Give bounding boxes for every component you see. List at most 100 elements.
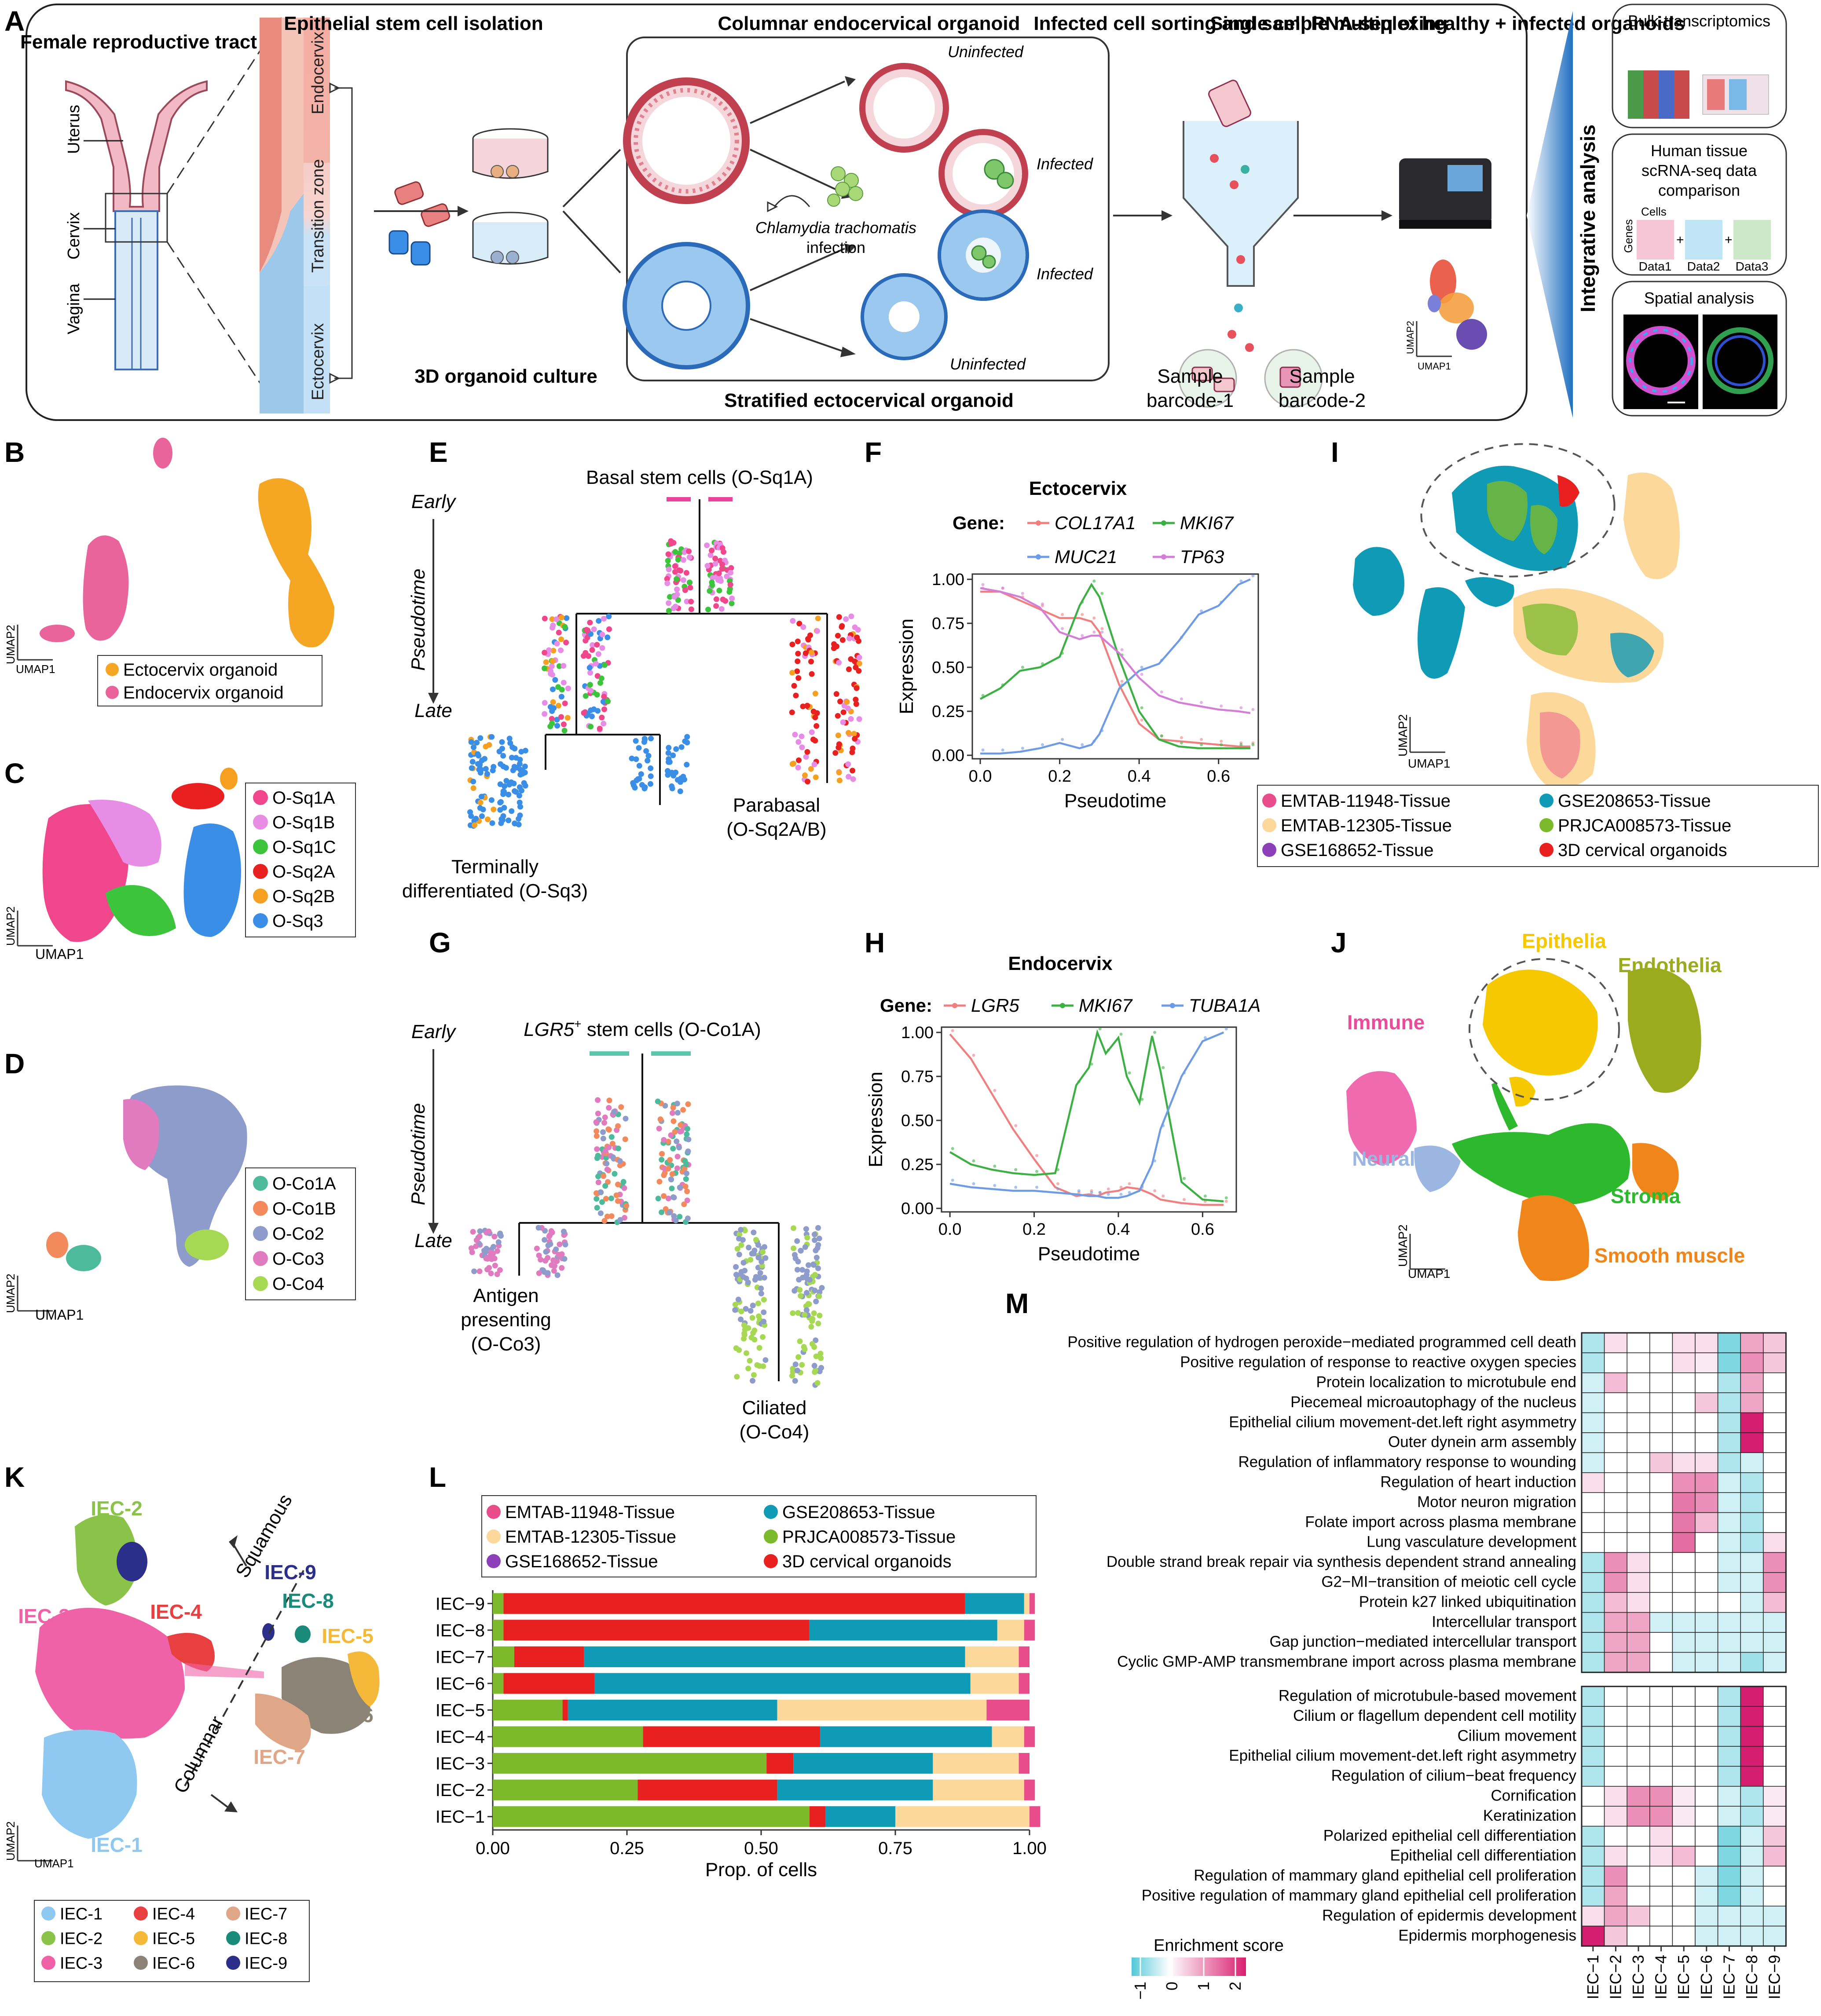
c-legend-swatch — [253, 815, 268, 830]
m-cell — [1695, 1826, 1718, 1847]
a-title-frt: Female reproductive tract — [20, 31, 257, 53]
panel-c: C UMAP2 UMAP1 O-Sq1AO-Sq1BO-Sq1CO-Sq2AO-… — [4, 757, 356, 962]
f-series-mki67 — [979, 582, 1250, 750]
m-cell — [1604, 1352, 1627, 1373]
g-dot — [659, 1156, 665, 1163]
g-dot — [561, 1229, 567, 1235]
k-legend-swatch — [226, 1956, 240, 1970]
e-dot — [489, 734, 495, 740]
j-label-epithelia: Epithelia — [1522, 929, 1606, 952]
g-dot — [617, 1217, 623, 1223]
e-top-label: Basal stem cells (O-Sq1A) — [586, 467, 813, 488]
c-umap1: UMAP1 — [35, 946, 84, 962]
g-dot — [813, 1255, 820, 1261]
m-cell — [1740, 1452, 1764, 1473]
m-cell — [1717, 1552, 1741, 1573]
label-sample-2a: Sample — [1289, 366, 1355, 387]
e-dot — [716, 570, 722, 576]
h-ytick: 0.00 — [901, 1200, 934, 1218]
label-sample-1a: Sample — [1157, 366, 1223, 387]
m-cell — [1740, 1886, 1764, 1906]
k-legend-label: IEC-1 — [60, 1905, 103, 1923]
m-row-label: Lung vasculature development — [1367, 1533, 1576, 1551]
e-dot — [795, 739, 802, 745]
m-cell — [1763, 1552, 1787, 1573]
e-dot — [799, 733, 805, 739]
e-dot — [678, 567, 684, 574]
e-dot — [506, 817, 512, 823]
e-dot — [707, 552, 714, 558]
e-dot — [469, 765, 475, 771]
m-cell — [1649, 1786, 1673, 1807]
f-point — [1251, 743, 1255, 746]
m-cell — [1604, 1906, 1627, 1927]
g-dot — [617, 1158, 623, 1164]
m-cell — [1695, 1846, 1718, 1867]
m-cell — [1717, 1372, 1741, 1393]
m-cell — [1627, 1452, 1650, 1473]
g-dot — [751, 1327, 758, 1333]
f-point — [1220, 743, 1223, 746]
g-dot — [732, 1307, 738, 1313]
g-dot — [603, 1196, 609, 1202]
b-legend-label: Endocervix organoid — [123, 683, 284, 702]
g-dot — [606, 1127, 612, 1133]
g-dot — [792, 1378, 798, 1384]
l-bar-segment — [503, 1593, 965, 1614]
g-dot — [546, 1233, 552, 1240]
m-cell — [1763, 1686, 1787, 1707]
g-dot — [483, 1249, 489, 1255]
k-iec9: IEC-9 — [264, 1561, 316, 1584]
k-columnar: Columnar — [170, 1712, 228, 1796]
e-dot — [470, 744, 476, 750]
m-cell — [1740, 1746, 1764, 1767]
e-dot — [641, 739, 647, 745]
m-cell — [1717, 1392, 1741, 1413]
g-dot — [608, 1134, 615, 1140]
e-dot — [849, 749, 855, 755]
m-cell — [1695, 1372, 1718, 1393]
k-iec7: IEC-7 — [253, 1745, 305, 1768]
i-legend-label: GSE208653-Tissue — [1558, 791, 1711, 811]
m-cell — [1649, 1652, 1673, 1673]
e-dot — [851, 731, 857, 737]
g-dot — [556, 1251, 562, 1258]
m-cell — [1604, 1806, 1627, 1827]
g-dot — [685, 1126, 691, 1132]
g-dot — [604, 1160, 610, 1167]
e-dot — [672, 563, 678, 569]
l-bar-segment — [568, 1699, 777, 1721]
g-dot — [612, 1171, 618, 1177]
m-cell — [1695, 1906, 1718, 1927]
l-bar-segment — [1024, 1726, 1035, 1747]
m-row-label: Regulation of heart induction — [1380, 1473, 1576, 1490]
m-cell — [1717, 1846, 1741, 1867]
g-dot — [667, 1209, 673, 1215]
e-dot — [800, 703, 806, 710]
l-stacked-bar-chart: IEC−9 IEC−8 IEC−7 IEC−6 IEC−5 IEC−4 IEC−3 IEC−2… — [436, 1590, 1047, 1881]
m-col-label: IEC−5 — [1674, 1955, 1693, 1999]
m-row-label: Regulation of microtubule-based movement — [1279, 1687, 1576, 1704]
l-bar-segment — [1030, 1593, 1035, 1614]
e-dot — [666, 600, 672, 606]
f-point — [1100, 729, 1104, 732]
l-legend: EMTAB-11948-Tissue GSE208653-Tissue EMTAB-… — [487, 1503, 956, 1571]
f-point — [1001, 586, 1004, 590]
m-cell — [1604, 1886, 1627, 1906]
m-cell — [1717, 1532, 1741, 1553]
label-transition-zone: Transition zone — [309, 159, 327, 273]
g-dot — [542, 1258, 549, 1264]
e-dot — [684, 598, 690, 604]
m-cell — [1649, 1706, 1673, 1727]
l-bar-segment — [1019, 1753, 1030, 1774]
e-dot — [477, 800, 484, 806]
m-cell — [1672, 1372, 1696, 1393]
e-dot — [854, 685, 860, 691]
e-dot — [561, 728, 568, 734]
e-dot — [551, 705, 557, 711]
m-cell — [1695, 1632, 1718, 1653]
e-dot — [558, 694, 564, 700]
e-dot — [729, 595, 735, 601]
m-cell — [1604, 1572, 1627, 1593]
e-pseudotime: Pseudotime — [407, 569, 429, 671]
